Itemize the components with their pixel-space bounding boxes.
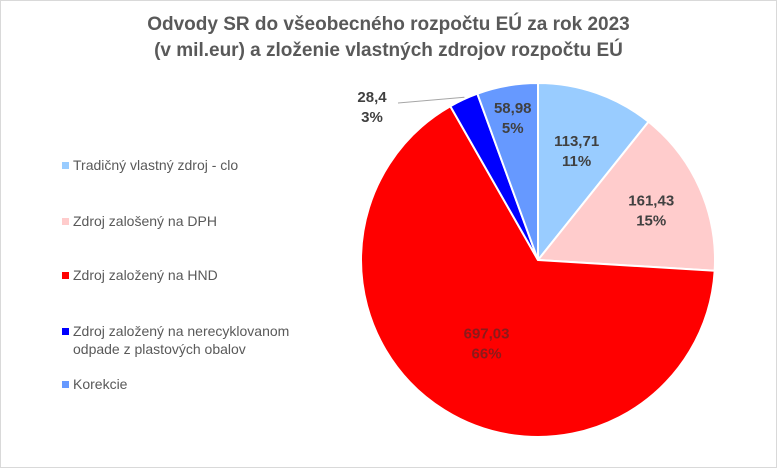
legend-label: Zdroj založený na HND [73,267,218,283]
value-label-dph: 161,43 [628,193,674,210]
legend-swatch [62,272,69,279]
value-label-korekcie: 58,98 [494,100,532,117]
legend-item-clo: Tradičný vlastný zdroj - clo [62,156,238,174]
value-label-plast: 28,4 [357,89,387,106]
chart-title-line-2: (v mil.eur) a zloženie vlastných zdrojov… [154,40,623,61]
legend-label: Zdroj zalošený na DPH [73,213,217,229]
legend-item-plast: Zdroj založený na nerecyklovanom odpade z… [62,322,289,358]
legend-label: Korekcie [73,376,128,392]
legend-item-hnd: Zdroj založený na HND [62,266,218,284]
percent-label-plast: 3% [361,109,383,126]
pie-slice-korekcie [476,81,539,261]
percent-label-clo: 11% [562,153,591,170]
pie-slice-clo [537,81,650,263]
legend-label: Zdroj založený na nerecyklovanom [73,323,290,339]
leader-line [397,96,465,104]
legend-label: Tradičný vlastný zdroj - clo [73,157,239,173]
legend-label-line-2: odpade z plastových obalov [73,341,246,357]
legend-item-dph: Zdroj zalošený na DPH [62,212,217,230]
legend-swatch [62,381,69,388]
legend-swatch [62,162,69,169]
chart-title-line-1: Odvody SR do všeobecného rozpočtu EÚ za … [147,14,630,35]
value-label-clo: 113,71 [554,133,599,150]
legend-swatch [62,218,69,225]
legend-swatch [62,328,69,335]
percent-label-korekcie: 5% [502,120,524,137]
percent-label-dph: 15% [636,213,666,230]
pie-slice-dph [536,120,716,272]
legend-item-korekcie: Korekcie [62,375,127,393]
percent-label-hnd: 66% [472,346,502,363]
pie-slice-hnd [360,104,716,438]
chart-title: Odvody SR do všeobecného rozpočtu EÚ za … [0,12,777,64]
value-label-hnd: 697,03 [464,326,510,343]
